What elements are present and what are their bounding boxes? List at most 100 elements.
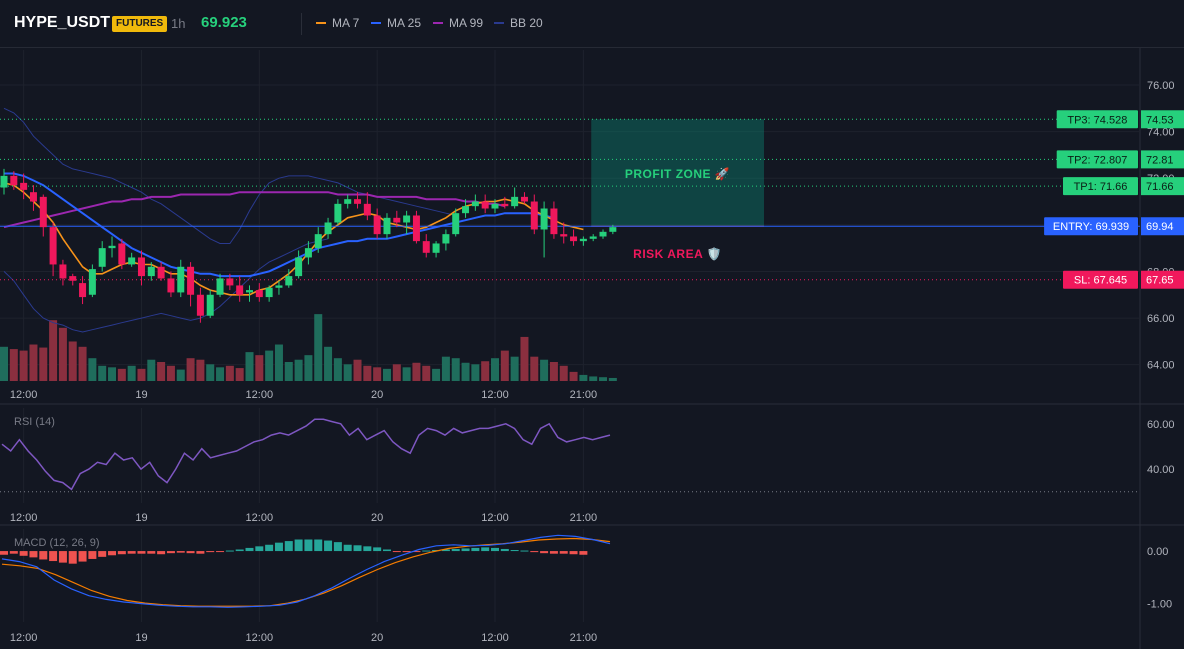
tp-price-label: 71.66 bbox=[1146, 181, 1174, 193]
candle-body[interactable] bbox=[88, 269, 96, 295]
candle-body[interactable] bbox=[98, 248, 106, 267]
candle-body[interactable] bbox=[334, 203, 342, 223]
candle-body[interactable] bbox=[255, 290, 263, 298]
candle-body[interactable] bbox=[59, 264, 67, 279]
bb20-swatch-icon bbox=[494, 21, 504, 24]
macd-histogram-bar bbox=[49, 551, 58, 562]
timeframe-label[interactable]: 1h bbox=[171, 16, 186, 31]
candle-body[interactable] bbox=[501, 203, 509, 207]
candle-body[interactable] bbox=[422, 241, 430, 253]
tp-price-label: 74.53 bbox=[1146, 114, 1174, 126]
candle-body[interactable] bbox=[20, 182, 28, 190]
symbol-name[interactable]: HYPE_USDT bbox=[14, 14, 111, 31]
macd-histogram-bar bbox=[500, 548, 509, 552]
macd-histogram-bar bbox=[255, 546, 264, 552]
candle-body[interactable] bbox=[511, 196, 519, 207]
candle-body[interactable] bbox=[10, 175, 18, 186]
macd-histogram-bar bbox=[39, 551, 48, 560]
candle-body[interactable] bbox=[570, 236, 578, 242]
ma7-swatch-icon bbox=[316, 21, 326, 24]
candle-body[interactable] bbox=[530, 201, 538, 230]
candle-body[interactable] bbox=[442, 234, 450, 244]
candle-body[interactable] bbox=[481, 201, 489, 209]
candle-body[interactable] bbox=[49, 227, 57, 265]
candle-body[interactable] bbox=[236, 285, 244, 295]
candle-body[interactable] bbox=[412, 215, 420, 242]
candle-body[interactable] bbox=[167, 278, 175, 293]
candle-body[interactable] bbox=[108, 245, 116, 249]
candle-body[interactable] bbox=[560, 234, 568, 237]
candle-body[interactable] bbox=[354, 199, 362, 204]
candle-body[interactable] bbox=[285, 276, 293, 286]
candle-body[interactable] bbox=[206, 294, 214, 316]
candle-body[interactable] bbox=[462, 206, 470, 214]
candle-body[interactable] bbox=[324, 222, 332, 235]
candle-body[interactable] bbox=[540, 208, 548, 230]
volume-bar bbox=[117, 368, 126, 381]
volume-bar bbox=[324, 346, 333, 381]
candle-body[interactable] bbox=[177, 266, 185, 293]
candle-body[interactable] bbox=[275, 285, 283, 288]
sl-level-tag[interactable] bbox=[1063, 270, 1138, 289]
macd-histogram-bar bbox=[78, 551, 87, 562]
candle-body[interactable] bbox=[265, 287, 273, 298]
candle-body[interactable] bbox=[363, 203, 371, 216]
candle-body[interactable] bbox=[29, 192, 37, 202]
candle-body[interactable] bbox=[452, 213, 460, 235]
legend-bb20[interactable]: BB 20 bbox=[494, 16, 543, 30]
volume-bar bbox=[392, 364, 401, 381]
tp-price-tag bbox=[1141, 177, 1184, 196]
candle-body[interactable] bbox=[118, 243, 126, 265]
macd-histogram-bar bbox=[559, 551, 568, 554]
candle-body[interactable] bbox=[393, 217, 401, 223]
candle-body[interactable] bbox=[373, 215, 381, 235]
volume-bar bbox=[284, 362, 293, 381]
candle-body[interactable] bbox=[69, 276, 77, 281]
candle-body[interactable] bbox=[147, 266, 155, 277]
macd-histogram-bar bbox=[304, 539, 313, 552]
candle-body[interactable] bbox=[157, 266, 165, 279]
tp-level-tag[interactable] bbox=[1063, 177, 1138, 196]
candle-body[interactable] bbox=[520, 196, 528, 202]
macd-histogram-bar bbox=[373, 547, 382, 552]
candle-body[interactable] bbox=[79, 283, 87, 298]
candle-body[interactable] bbox=[226, 278, 234, 286]
candle-body[interactable] bbox=[196, 294, 204, 316]
candle-body[interactable] bbox=[383, 217, 391, 235]
entry-level-tag[interactable] bbox=[1044, 217, 1138, 236]
legend-ma99[interactable]: MA 99 bbox=[433, 16, 483, 30]
candle-body[interactable] bbox=[344, 199, 352, 204]
macd-histogram-bar bbox=[314, 539, 323, 552]
candle-body[interactable] bbox=[403, 215, 411, 223]
candle-body[interactable] bbox=[432, 243, 440, 253]
candle-body[interactable] bbox=[304, 248, 312, 258]
time-tick-label: 19 bbox=[135, 632, 147, 644]
ma25-line bbox=[4, 172, 555, 278]
volume-bar bbox=[432, 368, 441, 381]
candle-body[interactable] bbox=[216, 278, 224, 295]
candle-body[interactable] bbox=[471, 201, 479, 207]
tp-level-tag[interactable] bbox=[1056, 150, 1138, 169]
candle-body[interactable] bbox=[579, 238, 587, 242]
macd-histogram-bar bbox=[147, 551, 156, 554]
candle-body[interactable] bbox=[314, 234, 322, 249]
candle-body[interactable] bbox=[39, 196, 47, 228]
candle-body[interactable] bbox=[550, 208, 558, 235]
macd-histogram-bar bbox=[549, 551, 558, 554]
legend-ma7[interactable]: MA 7 bbox=[316, 16, 359, 30]
candle-body[interactable] bbox=[246, 290, 253, 293]
tp-level-tag[interactable] bbox=[1056, 110, 1138, 129]
candle-body[interactable] bbox=[589, 236, 597, 239]
candle-body[interactable] bbox=[609, 227, 617, 232]
time-tick-label: 12:00 bbox=[246, 632, 274, 644]
legend-ma25[interactable]: MA 25 bbox=[371, 16, 421, 30]
candle-body[interactable] bbox=[491, 203, 499, 209]
candle-body[interactable] bbox=[128, 257, 136, 265]
candle-body[interactable] bbox=[599, 231, 607, 237]
candle-body[interactable] bbox=[137, 257, 145, 277]
volume-bar bbox=[186, 358, 195, 381]
candle-body[interactable] bbox=[0, 175, 8, 188]
candle-body[interactable] bbox=[187, 266, 195, 295]
candle-body[interactable] bbox=[295, 257, 303, 277]
